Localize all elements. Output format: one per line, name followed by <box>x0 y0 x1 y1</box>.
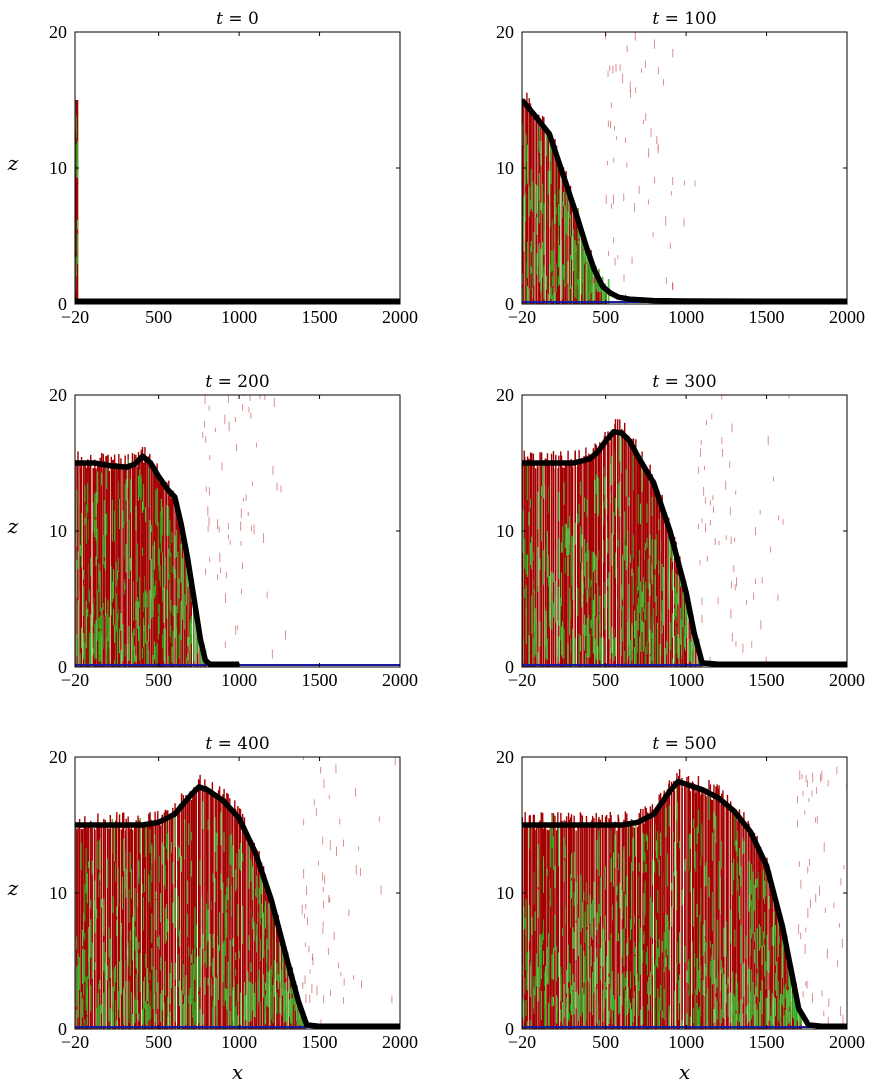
panel-title: t = 0 <box>216 9 259 29</box>
y-axis-label: z <box>7 151 19 175</box>
axes-frame <box>74 31 401 305</box>
particle-cloud <box>75 395 286 667</box>
x-axis-label: x <box>679 1060 690 1084</box>
surface-curve <box>522 428 847 667</box>
plot-area <box>75 100 400 304</box>
x-tick-label: −20 <box>61 670 89 690</box>
x-tick-label: −20 <box>61 307 89 327</box>
y-tick-label: 10 <box>496 521 514 541</box>
x-tick-label: 2000 <box>382 307 418 327</box>
y-tick-label: 20 <box>496 22 514 42</box>
plot-area <box>75 395 400 667</box>
x-tick-label: 1500 <box>302 307 338 327</box>
panel-4: t = 400 −20 500 1000 1500 2000 0 10 20 z x <box>7 734 418 1084</box>
particle-cloud <box>75 757 396 1029</box>
x-tick-label: 2000 <box>829 307 865 327</box>
y-tick-label: 20 <box>49 22 67 42</box>
x-tick-label: 1500 <box>749 1032 785 1052</box>
y-tick-label: 10 <box>496 158 514 178</box>
y-axis-label: z <box>7 876 19 900</box>
plot-area <box>522 32 847 304</box>
y-tick-label: 20 <box>49 747 67 767</box>
x-tick-label: 500 <box>592 670 619 690</box>
panel-title: t = 400 <box>205 734 269 754</box>
panel-0: t = 0 −20 500 1000 1500 2000 0 10 20 z <box>7 9 418 327</box>
panel-3: t = 300 −20 500 1000 1500 2000 0 10 20 <box>496 372 865 690</box>
plot-area <box>522 766 847 1029</box>
y-axis-label: z <box>7 514 19 538</box>
x-tick-label: 2000 <box>829 670 865 690</box>
x-tick-label: 500 <box>145 1032 172 1052</box>
x-tick-label: 1500 <box>302 670 338 690</box>
x-tick-label: −20 <box>508 1032 536 1052</box>
y-tick-label: 0 <box>505 657 514 677</box>
x-tick-label: 1500 <box>749 670 785 690</box>
x-tick-label: 1000 <box>221 307 257 327</box>
x-tick-label: 500 <box>592 307 619 327</box>
surface-curve <box>75 453 240 667</box>
x-tick-label: 1000 <box>668 670 704 690</box>
panel-title: t = 200 <box>205 372 269 392</box>
x-tick-label: 2000 <box>382 670 418 690</box>
x-tick-label: 500 <box>592 1032 619 1052</box>
y-tick-label: 10 <box>49 883 67 903</box>
y-tick-label: 0 <box>505 294 514 314</box>
y-tick-label: 10 <box>496 883 514 903</box>
particle-cloud <box>75 100 79 304</box>
particle-cloud <box>522 766 847 1029</box>
particle-cloud <box>522 395 790 667</box>
particle-cloud <box>522 32 696 304</box>
x-tick-label: 1000 <box>668 1032 704 1052</box>
panel-2: t = 200 −20 500 1000 1500 2000 0 10 20 z <box>7 372 418 690</box>
x-tick-label: 1000 <box>221 670 257 690</box>
x-tick-label: 1000 <box>668 307 704 327</box>
surface-curve <box>75 784 400 1029</box>
y-tick-label: 20 <box>49 385 67 405</box>
y-tick-label: 0 <box>505 1019 514 1039</box>
x-tick-label: −20 <box>508 307 536 327</box>
y-tick-label: 0 <box>58 294 67 314</box>
x-tick-label: 1500 <box>749 307 785 327</box>
x-tick-label: −20 <box>61 1032 89 1052</box>
panel-title: t = 100 <box>652 9 716 29</box>
surface-curve <box>522 98 847 304</box>
x-tick-label: −20 <box>508 670 536 690</box>
x-tick-label: 500 <box>145 670 172 690</box>
x-tick-label: 1000 <box>221 1032 257 1052</box>
surface-curve <box>522 778 847 1029</box>
panel-5: t = 500 −20 500 1000 1500 2000 0 10 20 x <box>496 734 865 1084</box>
y-tick-label: 20 <box>496 385 514 405</box>
panel-1: t = 100 −20 500 1000 1500 2000 0 10 20 <box>496 9 865 327</box>
y-tick-label: 20 <box>496 747 514 767</box>
x-tick-label: 2000 <box>382 1032 418 1052</box>
x-tick-label: 2000 <box>829 1032 865 1052</box>
x-tick-label: 500 <box>145 307 172 327</box>
y-tick-label: 0 <box>58 1019 67 1039</box>
plot-area <box>75 757 400 1029</box>
plot-area <box>522 395 847 667</box>
panel-title: t = 500 <box>652 734 716 754</box>
y-tick-label: 0 <box>58 657 67 677</box>
panel-title: t = 300 <box>652 372 716 392</box>
x-axis-label: x <box>232 1060 243 1084</box>
x-tick-label: 1500 <box>302 1032 338 1052</box>
y-tick-label: 10 <box>49 521 67 541</box>
y-tick-label: 10 <box>49 158 67 178</box>
